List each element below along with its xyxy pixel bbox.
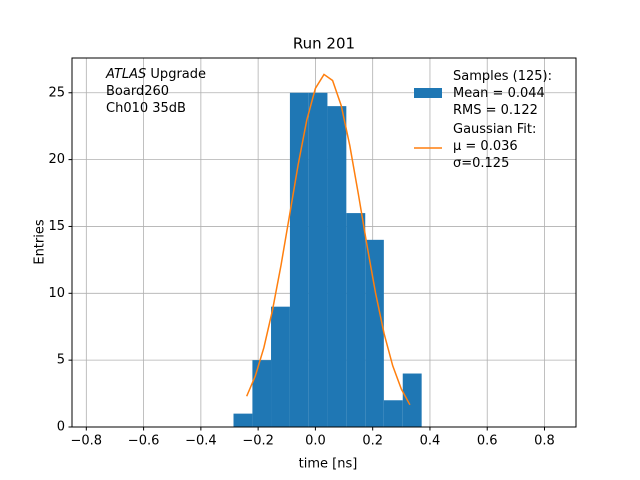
histogram-bar (346, 213, 366, 427)
plot-area (233, 73, 422, 428)
x-tick-label: 0.4 (420, 434, 441, 449)
annotation: ATLAS Upgrade Board260 Ch010 35dB (106, 66, 206, 117)
x-tick-label: 0.0 (305, 434, 326, 449)
y-tick-label: 10 (48, 286, 65, 301)
y-tick-label: 15 (48, 219, 65, 234)
histogram-bar (252, 360, 272, 427)
legend-label: Samples (125): Mean = 0.044 RMS = 0.122 (453, 69, 552, 118)
axes-frame (71, 57, 577, 428)
x-axis-label: time [ns] (299, 457, 358, 472)
x-tick-label: 0.6 (477, 434, 498, 449)
y-tick-label: 0 (57, 420, 65, 435)
y-axis-label: Entries (33, 219, 48, 265)
x-tick-label: −0.6 (128, 434, 160, 449)
x-tick-label: −0.4 (185, 434, 217, 449)
x-tick-label: −0.2 (242, 434, 274, 449)
histogram-bar (271, 306, 290, 427)
legend-label: Gaussian Fit: μ = 0.036 σ=0.125 (453, 122, 537, 171)
y-tick-label: 20 (48, 152, 65, 167)
x-tick-label: −0.8 (71, 434, 103, 449)
histogram-bar (233, 413, 253, 427)
y-tick-label: 25 (48, 85, 65, 100)
chart-title: Run 201 (293, 35, 355, 53)
x-tick-label: 0.2 (362, 434, 383, 449)
x-tick-label: 0.8 (534, 434, 555, 449)
y-tick-label: 5 (57, 353, 65, 368)
histogram-bar (383, 400, 403, 427)
annotation-emph: ATLAS (106, 67, 147, 82)
annotation-text: Upgrade Board260 Ch010 35dB (106, 67, 207, 116)
fit-line (245, 73, 411, 406)
histogram-bar (327, 106, 347, 427)
legend-handle (414, 88, 442, 98)
histogram-bar (365, 239, 384, 427)
histogram-bar (308, 92, 328, 428)
histogram-bar (289, 92, 309, 428)
histogram-bar (402, 373, 422, 427)
